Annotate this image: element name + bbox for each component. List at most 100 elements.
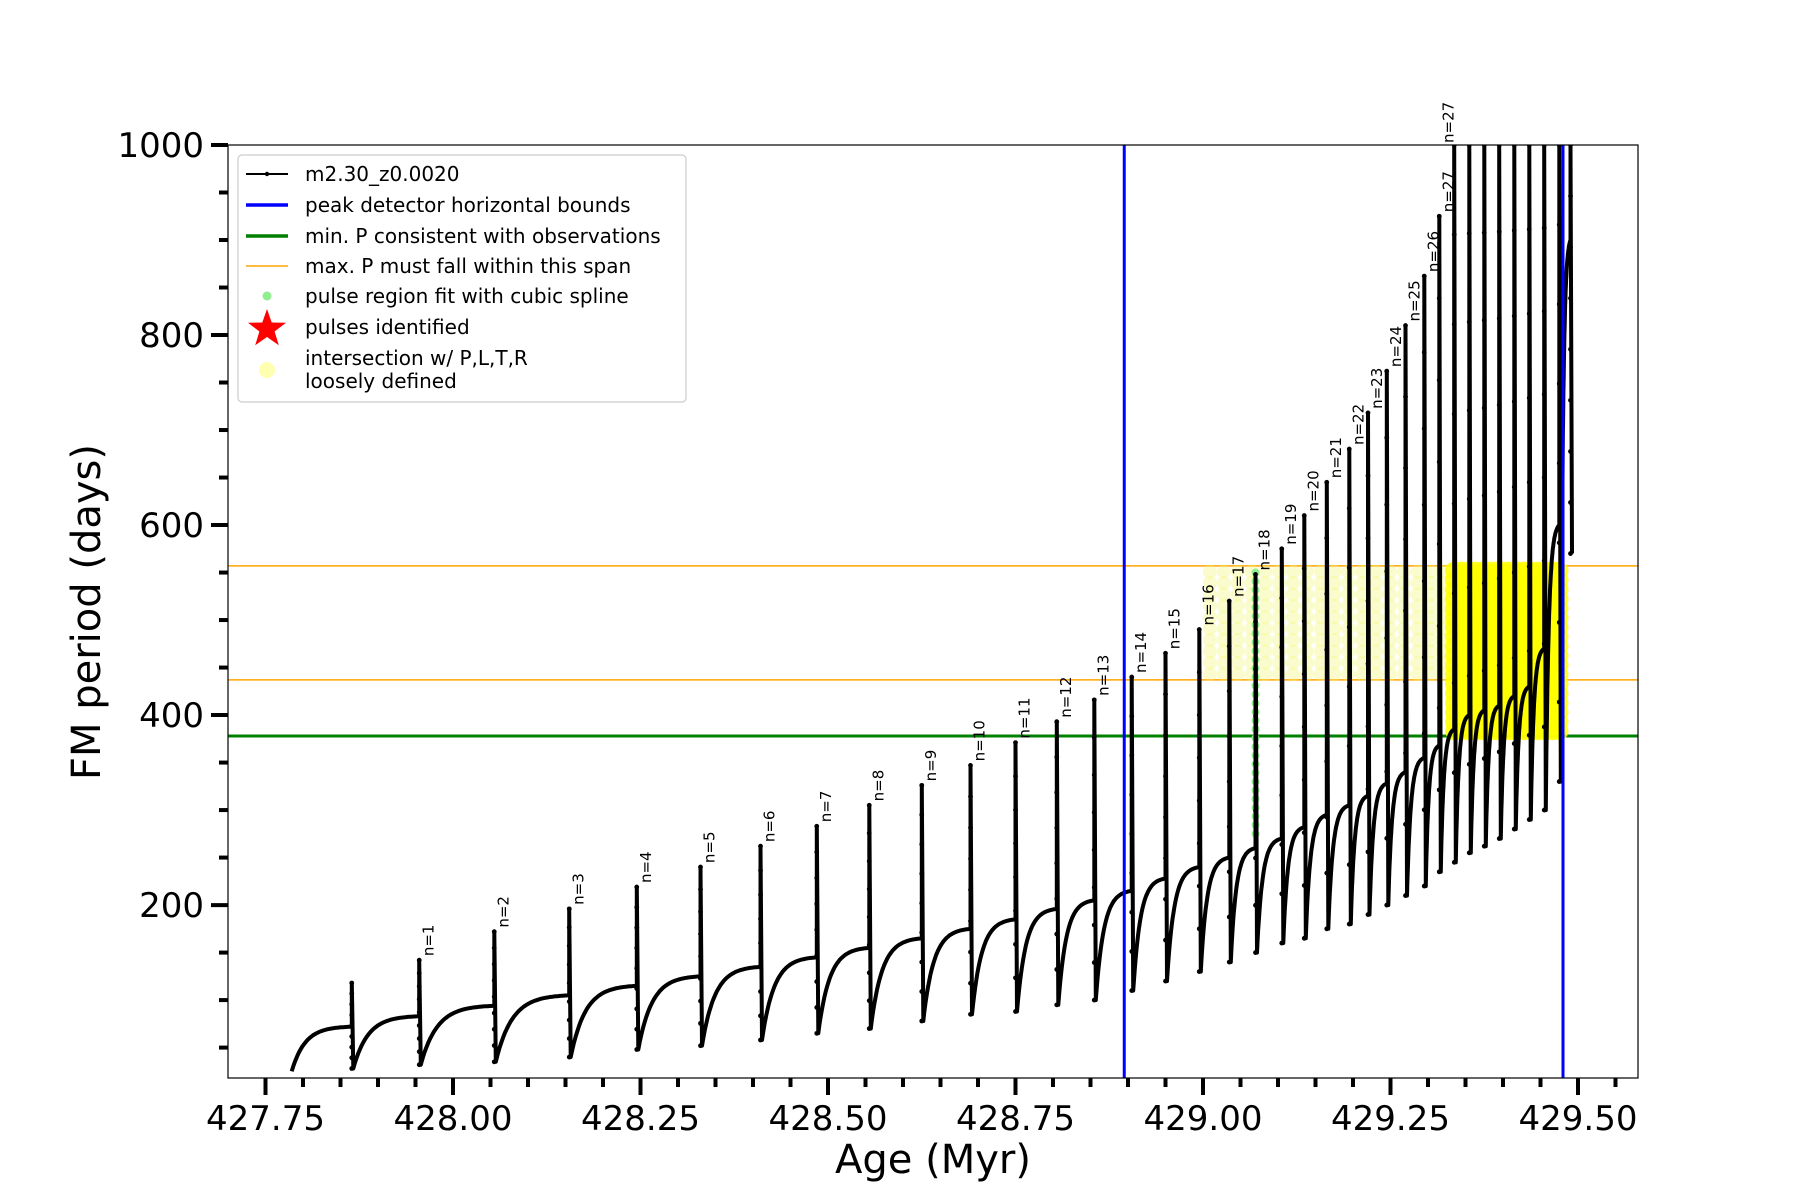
- y-tick-label: 200: [139, 886, 204, 926]
- pulse-point: [1541, 807, 1547, 813]
- intersection-marker: [1424, 575, 1439, 590]
- pulse-point: [1466, 408, 1472, 413]
- intersection-marker: [1327, 633, 1342, 648]
- legend-swatch: [262, 291, 272, 301]
- pulse-label-n=23: n=23: [1368, 368, 1386, 409]
- intersection-marker: [1313, 621, 1328, 636]
- intersection-marker: [1424, 644, 1439, 659]
- pulse-point: [566, 925, 572, 930]
- pulse-point: [1541, 225, 1547, 231]
- intersection-marker: [1258, 587, 1273, 602]
- intersection-marker: [1369, 633, 1384, 648]
- pulse-spike-27: [1436, 213, 1442, 875]
- pulse-point: [1013, 807, 1018, 813]
- pulse-point: [634, 904, 640, 910]
- intersection-marker: [1410, 587, 1425, 602]
- pulse-point: [1324, 926, 1330, 932]
- legend-entry-4: pulse region fit with cubic spline: [262, 284, 629, 308]
- pulse-label-n=2: n=2: [494, 896, 512, 928]
- pulse-label-n=22: n=22: [1349, 404, 1367, 445]
- pulse-point: [566, 980, 572, 986]
- pulse-point: [1496, 749, 1502, 755]
- pulse-point: [1301, 513, 1307, 518]
- pulse-point: [1541, 641, 1547, 647]
- pulse-point: [1301, 935, 1307, 941]
- pulse-point: [1403, 323, 1408, 328]
- pulse-point: [1541, 558, 1547, 564]
- pulse-point: [1226, 869, 1232, 875]
- pulse-point: [1226, 643, 1232, 649]
- intersection-marker: [1230, 644, 1245, 659]
- pulse-spike-14: [1129, 674, 1135, 993]
- pulse-point: [634, 1047, 640, 1052]
- pulse-spike-18: [1253, 572, 1258, 955]
- pulse-spike-35: [1556, 145, 1562, 784]
- pulse-point: [1279, 644, 1285, 650]
- pulse-spike-33: [1526, 145, 1532, 822]
- pulse-point: [634, 1006, 640, 1012]
- pulse-point: [416, 1049, 422, 1055]
- intersection-marker: [1424, 564, 1439, 579]
- pulse-spike-4: [634, 884, 640, 1052]
- pulse-point: [1436, 787, 1442, 793]
- pulse-point: [814, 927, 820, 933]
- pulse-point: [1365, 912, 1371, 917]
- pulse-point: [491, 1010, 497, 1016]
- pulse-point: [1496, 836, 1502, 841]
- pulse-point: [349, 991, 355, 997]
- pulse-point: [1403, 608, 1408, 613]
- pulse-point: [1129, 753, 1135, 758]
- legend-entry-1: peak detector horizontal bounds: [246, 193, 631, 217]
- pulse-point: [1403, 465, 1408, 471]
- intersection-marker: [1369, 621, 1384, 636]
- pulse-point: [1013, 874, 1018, 880]
- pulse-point: [1421, 883, 1427, 889]
- intersection-marker: [1410, 610, 1425, 625]
- pulse-point: [1481, 317, 1487, 323]
- pulse-point: [1511, 399, 1517, 404]
- pulse-point: [1384, 769, 1390, 774]
- pulse-point: [1451, 232, 1457, 238]
- pulse-point: [1421, 349, 1427, 355]
- pulse-point: [1324, 814, 1330, 820]
- plot-frame: [227, 144, 1639, 1079]
- pulse-point: [1091, 922, 1097, 928]
- pulse-point: [1556, 540, 1562, 546]
- pulse-spike-26: [1421, 273, 1427, 889]
- pulse-spike-8: [866, 802, 872, 1031]
- pulse-point: [1013, 841, 1018, 846]
- pulse-point: [1436, 295, 1442, 301]
- intersection-marker: [1424, 667, 1439, 682]
- pulse-point: [1526, 817, 1532, 822]
- pulse-point: [416, 1036, 422, 1041]
- pulse-point: [1346, 506, 1352, 511]
- pulse-point: [1365, 410, 1371, 416]
- pulse-label-n=3: n=3: [569, 873, 587, 905]
- pulse-point: [1324, 703, 1330, 708]
- pulse-point: [814, 901, 820, 907]
- pulse-point: [1451, 680, 1457, 686]
- pulse-point: [1511, 741, 1517, 746]
- intersection-marker: [1424, 598, 1439, 613]
- pulse-label-n=17: n=17: [1229, 556, 1247, 597]
- intersection-marker: [1202, 633, 1217, 648]
- pulse-point: [1129, 948, 1135, 954]
- pulse-spike-17: [1226, 598, 1232, 965]
- pulse-point: [416, 957, 422, 963]
- pulse-point: [1226, 734, 1232, 739]
- pulse-point: [814, 823, 820, 829]
- pulse-point: [968, 949, 973, 955]
- pulse-point: [1196, 926, 1202, 932]
- pulse-label-n=11: n=11: [1016, 697, 1034, 738]
- pulse-point: [1403, 394, 1408, 400]
- pulse-point: [566, 906, 572, 912]
- pulse-point: [1301, 883, 1307, 888]
- pulse-point: [1556, 301, 1562, 307]
- pulse-point: [1466, 673, 1472, 679]
- intersection-marker: [1355, 644, 1370, 659]
- intersection-marker: [1216, 575, 1231, 590]
- intersection-marker: [1369, 610, 1384, 625]
- x-tick-label: 428.75: [956, 1099, 1075, 1139]
- pulse-point: [1451, 590, 1457, 596]
